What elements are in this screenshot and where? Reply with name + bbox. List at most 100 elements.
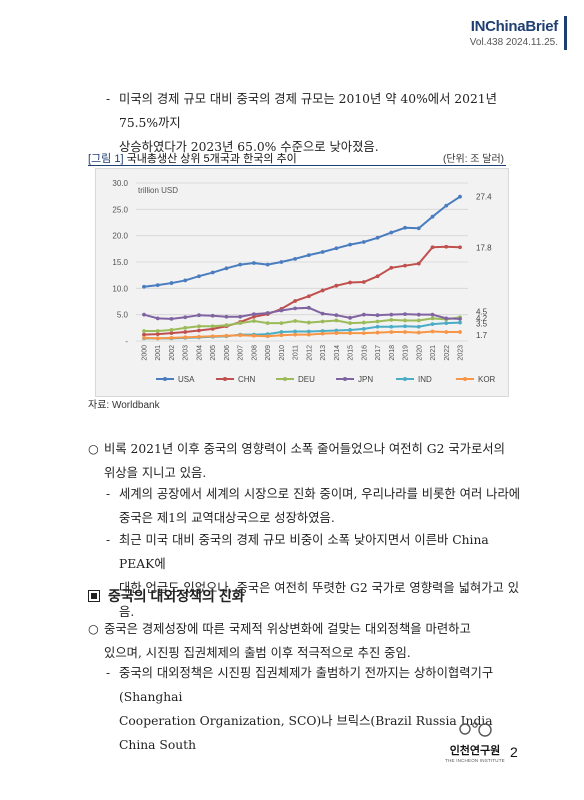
data-point-chn <box>183 330 188 334</box>
x-tick-label: 2000 <box>142 345 149 361</box>
data-point-ind <box>389 324 394 329</box>
data-point-kor <box>169 335 174 340</box>
paragraph-line: 미국의 경제 규모 대비 중국의 경제 규모는 2010년 약 40%에서 20… <box>119 92 497 130</box>
data-point-kor <box>389 330 394 334</box>
data-point-ind <box>416 324 421 329</box>
data-point-ind <box>361 326 366 331</box>
paragraph-3: - 세계의 공장에서 세계의 시장으로 진화 중이며, 우리나라를 비롯한 여러… <box>106 482 526 530</box>
data-point-jpn <box>444 316 449 321</box>
end-value-label: 4.2 <box>476 314 488 323</box>
data-point-usa <box>197 274 201 279</box>
data-point-usa <box>279 260 284 264</box>
data-point-jpn <box>279 308 284 313</box>
data-point-deu <box>279 321 284 325</box>
x-tick-label: 2015 <box>348 345 355 361</box>
data-point-chn <box>320 288 325 293</box>
paragraph-4: - 최근 미국 대비 중국의 경제 규모 비중이 소폭 낮아지면서 이른바 Ch… <box>106 528 526 624</box>
paragraph-line: 있으며, 시진핑 집권체제의 출범 이후 적극적으로 추진 중임. <box>104 646 411 660</box>
data-point-deu <box>210 324 215 329</box>
data-point-usa <box>183 278 188 283</box>
x-tick-label: 2019 <box>403 345 410 361</box>
data-point-kor <box>444 330 449 334</box>
data-point-jpn <box>293 306 298 311</box>
x-tick-label: 2010 <box>279 345 286 361</box>
legend-label: USA <box>178 375 195 384</box>
x-tick-label: 2004 <box>196 345 203 361</box>
x-tick-label: 2014 <box>334 345 341 361</box>
data-point-usa <box>348 242 352 247</box>
gdp-chart: 30.0 25.0 20.0 15.0 10.0 5.0 - trillion USD 2000… <box>95 168 509 397</box>
data-point-usa <box>458 194 462 199</box>
data-point-chn <box>458 245 462 250</box>
data-point-jpn <box>169 316 174 321</box>
x-tick-label: 2003 <box>183 345 190 361</box>
data-point-kor <box>224 333 229 338</box>
issue-volume: Vol.438 2024.11.25. <box>469 37 558 48</box>
data-point-deu <box>197 324 201 329</box>
x-tick-label: 2008 <box>251 345 258 361</box>
data-point-chn <box>197 328 201 333</box>
circle-marker: ○ <box>88 622 99 636</box>
data-point-kor <box>306 332 311 337</box>
data-point-jpn <box>142 312 146 317</box>
data-point-jpn <box>348 315 352 320</box>
data-point-chn <box>142 332 146 337</box>
data-point-ind <box>458 320 462 325</box>
data-point-ind <box>334 328 339 333</box>
data-point-chn <box>210 326 215 331</box>
section-title-text: 중국의 대외정책의 진화 <box>108 588 245 604</box>
data-point-ind <box>444 321 449 325</box>
data-point-chn <box>252 314 256 319</box>
data-point-chn <box>348 280 352 285</box>
x-tick-label: 2007 <box>238 345 245 361</box>
paragraph-line: 중국은 경제성장에 따른 국제적 위상변화에 걸맞는 대외정책을 마련하고 <box>104 622 471 636</box>
data-point-usa <box>224 266 229 271</box>
data-point-usa <box>306 253 311 258</box>
data-point-kor <box>252 333 256 338</box>
y-tick-label: 20.0 <box>112 232 128 241</box>
dash-marker: - <box>106 666 111 680</box>
data-point-ind <box>403 324 407 329</box>
logo-subtitle: THE INCHEON INSTITUTE <box>445 758 505 763</box>
x-tick-label: 2011 <box>293 345 300 360</box>
data-point-usa <box>320 250 325 254</box>
data-point-deu <box>334 318 339 323</box>
data-point-jpn <box>320 311 325 316</box>
square-bullet-icon <box>88 590 100 602</box>
page-number: 2 <box>510 744 518 760</box>
x-tick-label: 2005 <box>210 345 217 361</box>
logo-mark-icon <box>459 722 492 737</box>
y-tick-label: 25.0 <box>112 205 128 214</box>
figure-title: 국내총생산 상위 5개국과 한국의 추이 <box>126 153 297 165</box>
circle-marker: ○ <box>88 442 99 456</box>
paragraph-line: Cooperation Organization, SCO)나 브릭스(Braz… <box>119 714 493 752</box>
data-point-kor <box>375 330 380 335</box>
data-point-deu <box>320 319 325 324</box>
figure-source: 자료: Worldbank <box>88 400 160 411</box>
data-point-ind <box>320 329 325 333</box>
data-point-deu <box>238 321 243 325</box>
x-tick-label: 2020 <box>416 345 423 361</box>
data-point-kor <box>320 331 325 336</box>
end-value-label: 1.7 <box>476 331 488 340</box>
data-point-deu <box>142 329 146 333</box>
series-line-chn <box>143 245 461 336</box>
legend-marker <box>223 377 227 381</box>
data-point-kor <box>238 333 243 338</box>
x-tick-label: 2006 <box>224 345 231 361</box>
paragraph-line: 세계의 공장에서 세계의 시장으로 진화 중이며, 우리나라를 비롯한 여러 나… <box>119 487 521 501</box>
data-point-kor <box>416 330 421 335</box>
legend-label: CHN <box>238 375 256 384</box>
series-line-deu <box>144 316 461 332</box>
data-point-usa <box>169 281 174 285</box>
page-header: INChinaBrief Vol.438 2024.11.25. <box>469 18 559 48</box>
x-tick-label: 2022 <box>444 345 451 361</box>
data-point-jpn <box>334 313 339 318</box>
data-point-jpn <box>403 312 407 317</box>
data-point-deu <box>293 319 298 323</box>
data-point-jpn <box>183 315 188 320</box>
paragraph-line: 비록 2021년 이후 중국의 영향력이 소폭 줄어들었으나 여전히 G2 국가… <box>104 442 505 456</box>
paragraph-line: 중국의 대외정책은 시진핑 집권체제가 출범하기 전까지는 상하이협력기구 (S… <box>119 666 494 704</box>
data-point-chn <box>306 294 311 299</box>
data-point-kor <box>361 331 366 335</box>
